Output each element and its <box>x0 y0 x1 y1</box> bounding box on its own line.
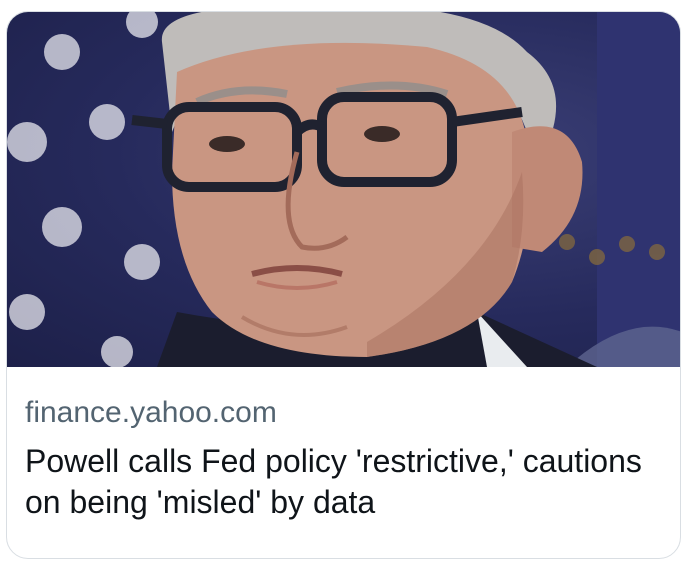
article-headline[interactable]: Powell calls Fed policy 'restrictive,' c… <box>25 443 642 520</box>
link-preview-card[interactable]: finance.yahoo.com Powell calls Fed polic… <box>6 11 681 559</box>
source-domain: finance.yahoo.com <box>25 396 277 429</box>
photo-icon <box>7 12 680 367</box>
article-thumbnail[interactable] <box>7 12 680 367</box>
card-meta: finance.yahoo.com Powell calls Fed polic… <box>25 395 662 523</box>
